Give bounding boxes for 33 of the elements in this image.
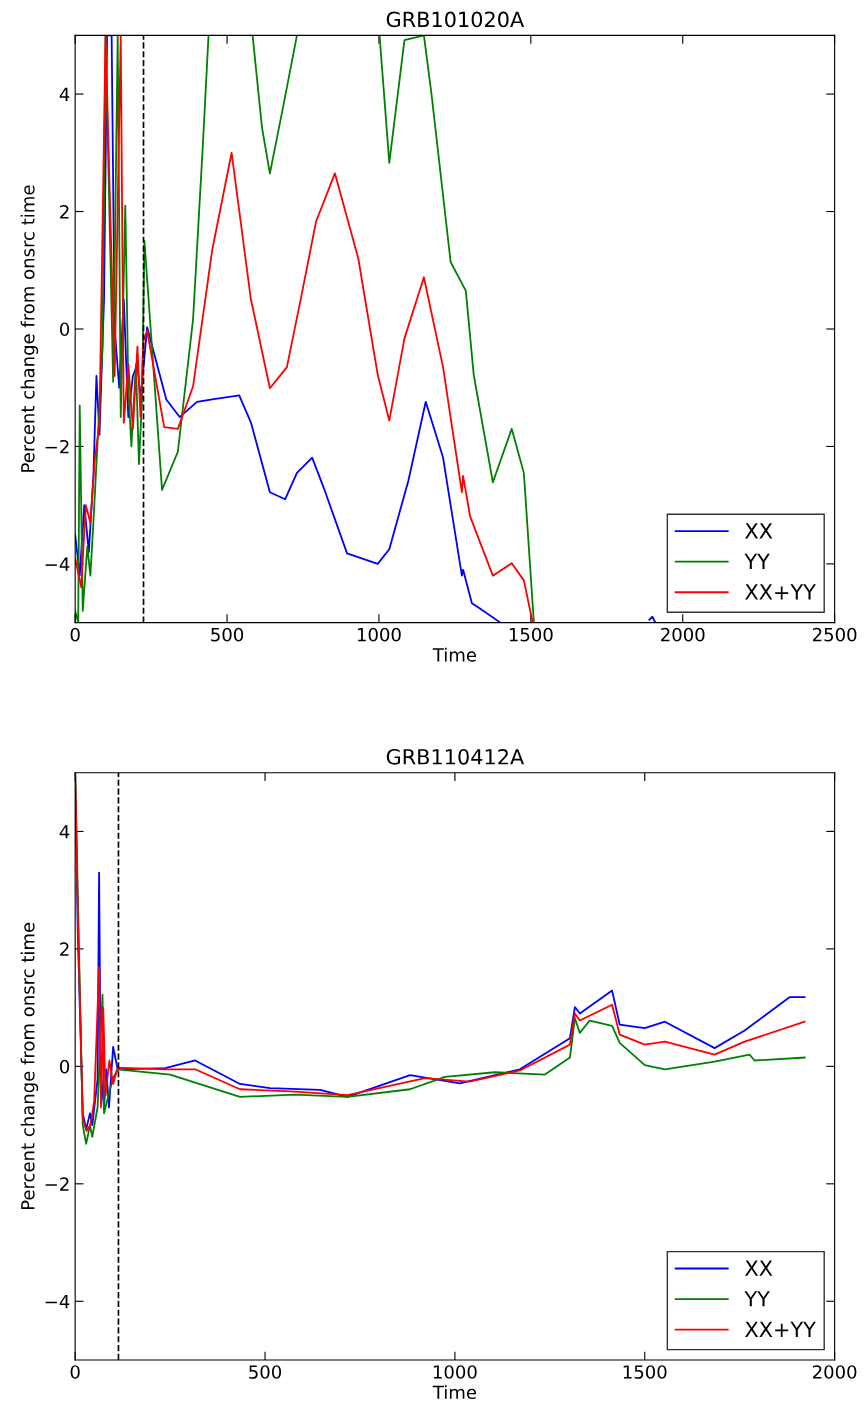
x-tick-label: 0 [70,1365,80,1379]
y-tick-label: 4 [59,87,70,101]
x-tick-label: 500 [249,1365,282,1379]
y-tick-label: 0 [60,322,70,337]
chart-title: GRB110412A [386,748,525,765]
x-tick-label: 2000 [661,627,705,642]
legend-label: XX [745,1260,773,1276]
x-tick-label: 1000 [357,627,401,642]
legend-label: YY [744,1291,770,1307]
x-tick-label: 500 [211,627,244,642]
x-axis-title: Time [432,647,477,662]
y-tick-label: 0 [60,1059,70,1074]
legend-label: YY [744,553,770,569]
x-tick-label: 2500 [812,627,857,642]
y-axis-title: Percent change from onsrc time [20,922,39,1210]
legend-label: XX [745,523,773,539]
x-tick-label: 1500 [509,627,553,642]
x-tick-label: 2000 [812,1365,857,1379]
y-tick-label: 2 [60,204,69,219]
y-tick-label: −4 [45,1294,70,1309]
y-tick-label: −2 [45,1177,69,1191]
y-tick-label: −2 [45,439,69,454]
y-tick-label: 2 [60,942,69,956]
chart-title: GRB101020A [386,11,525,28]
x-tick-label: 1500 [623,1365,667,1379]
x-tick-label: 1000 [433,1365,477,1379]
y-axis-title: Percent change from onsrc time [20,185,39,472]
y-tick-label: −4 [45,557,70,571]
legend-label: XX+YY [745,584,816,600]
x-tick-label: 0 [70,627,80,642]
y-tick-label: 4 [59,825,70,839]
x-axis-title: Time [432,1385,477,1400]
legend-label: XX+YY [745,1321,816,1337]
